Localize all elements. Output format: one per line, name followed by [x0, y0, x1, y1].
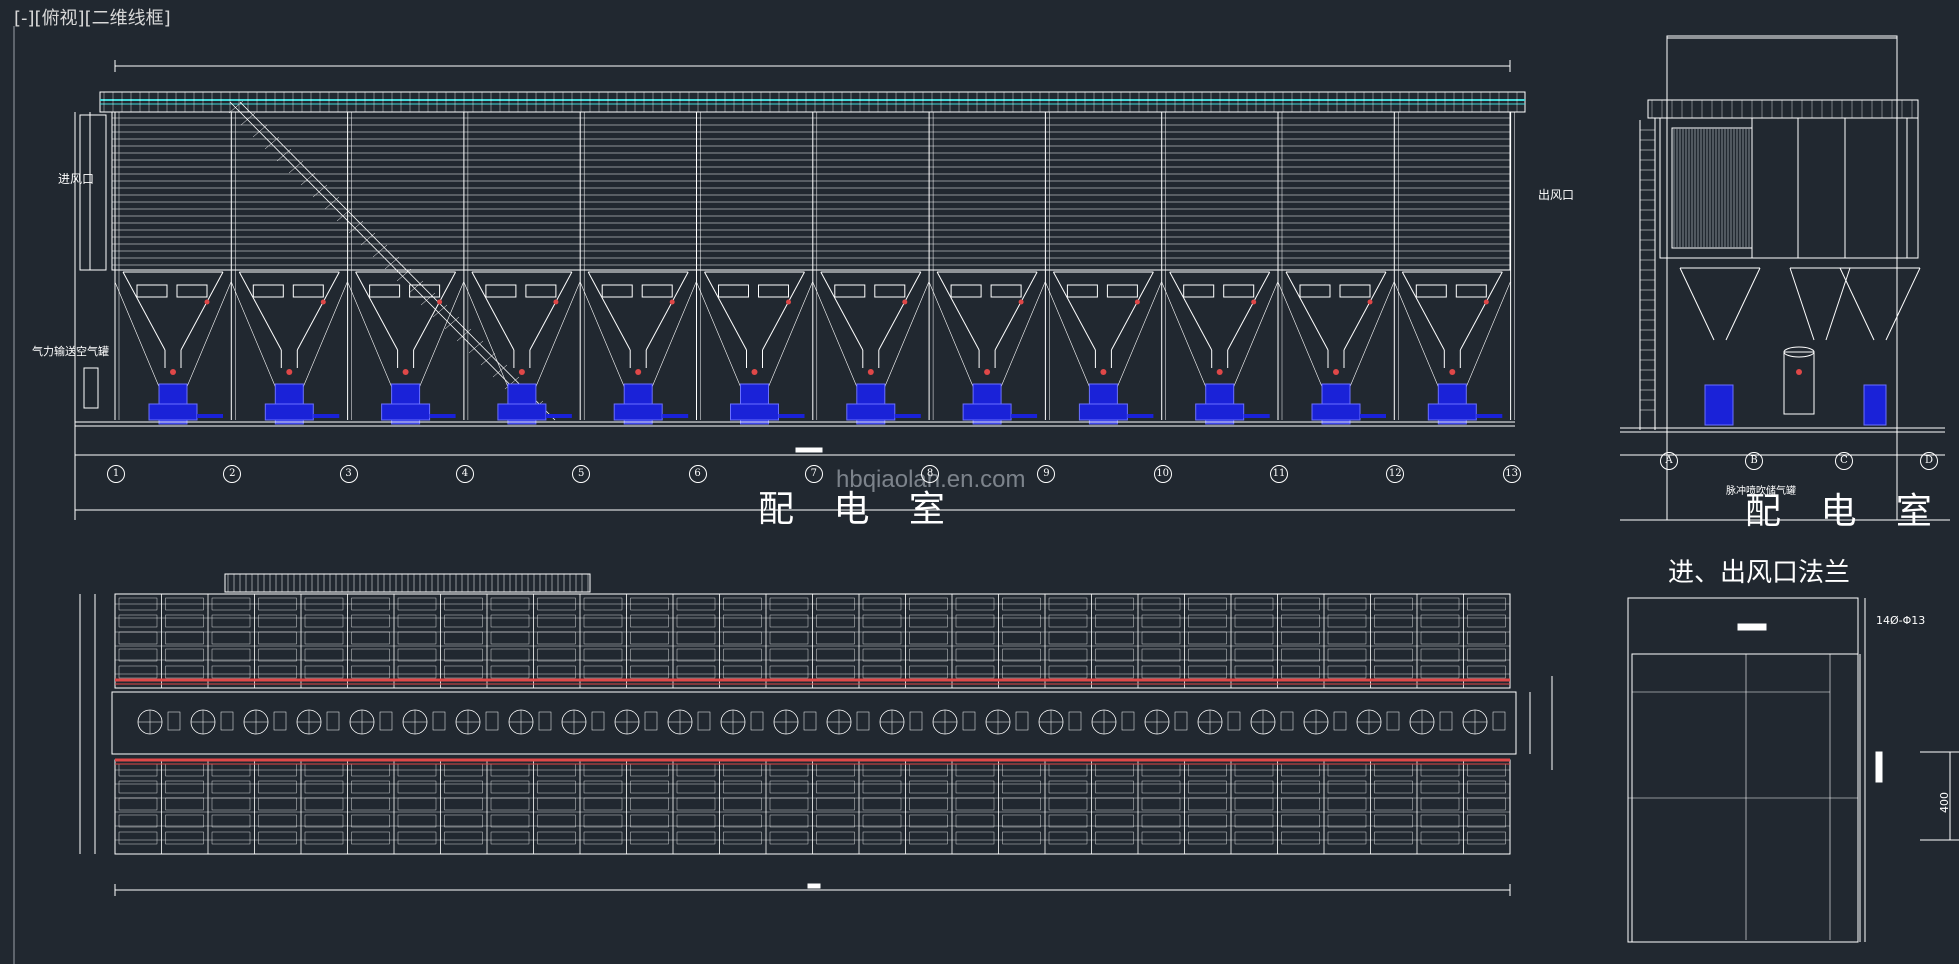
viewport-label[interactable]: [-][俯视][二维线框]	[14, 8, 171, 29]
axis-bubble: 3	[339, 465, 358, 483]
side-motor-icon	[1704, 384, 1734, 426]
flange-dimension: 400	[1938, 792, 1951, 813]
axis-bubble: 13	[1502, 465, 1521, 483]
inlet-label: 进风口	[58, 172, 95, 186]
air-tank-icon	[83, 367, 99, 409]
axis-bubble: 11	[1270, 465, 1288, 483]
flange-title: 进、出风口法兰	[1668, 558, 1851, 588]
axis-bubble: 5	[572, 465, 591, 483]
side-room-label: 配 电 室	[1745, 491, 1946, 532]
axis-bubble: 9	[1037, 465, 1056, 483]
axis-bubble: 1	[107, 465, 125, 483]
axis-bubble: D	[1920, 452, 1938, 470]
front-room-label: 配 电 室	[758, 489, 959, 530]
conveyor-tank-label: 气力输送空气罐	[32, 345, 109, 358]
axis-bubble: 6	[688, 465, 707, 483]
axis-bubble: A	[1660, 452, 1678, 470]
axis-bubble: 2	[223, 465, 242, 483]
axis-bubble: B	[1745, 452, 1763, 470]
axis-bubble: 8	[921, 465, 940, 483]
axis-bubble: 4	[455, 465, 474, 483]
axis-bubble: C	[1835, 452, 1853, 470]
axis-bubble: 12	[1386, 465, 1405, 483]
flange-hole-note: 14Ø-Φ13	[1876, 614, 1926, 627]
axis-bubble: 10	[1153, 465, 1172, 483]
tank-label: 脉冲喷吹储气罐	[1726, 486, 1796, 497]
axis-bubble: 7	[804, 465, 823, 483]
outlet-label: 出风口	[1538, 188, 1575, 202]
